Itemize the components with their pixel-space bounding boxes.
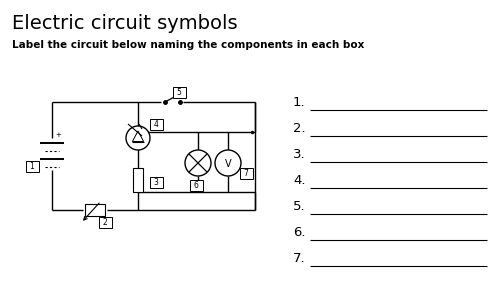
Bar [26,160,38,171]
Text: 5: 5 [176,88,182,97]
Text: +: + [55,132,61,138]
Circle shape [215,150,241,176]
Text: 1.: 1. [293,96,306,108]
Text: Electric circuit symbols: Electric circuit symbols [12,14,237,33]
Text: 4: 4 [154,120,158,129]
Bar [150,176,162,187]
Polygon shape [132,131,143,142]
Text: 2.: 2. [293,121,306,135]
Text: 7: 7 [244,169,248,178]
Text: 5.: 5. [293,200,306,212]
Text: 7.: 7. [293,251,306,264]
Text: 4.: 4. [293,173,306,187]
Bar [240,167,252,178]
Bar [150,119,162,130]
Bar [85,204,105,216]
Bar [133,168,143,192]
Text: 2: 2 [102,218,108,227]
Bar [98,216,112,228]
Text: 3.: 3. [293,148,306,160]
Circle shape [185,150,211,176]
Text: V: V [224,159,232,169]
Text: 1: 1 [30,162,35,171]
Text: 3: 3 [154,178,158,187]
Text: Label the circuit below naming the components in each box: Label the circuit below naming the compo… [12,40,364,50]
Bar [190,180,202,191]
Circle shape [126,126,150,150]
Text: 6: 6 [194,181,198,190]
Text: 6.: 6. [293,225,306,239]
Bar [172,87,186,98]
